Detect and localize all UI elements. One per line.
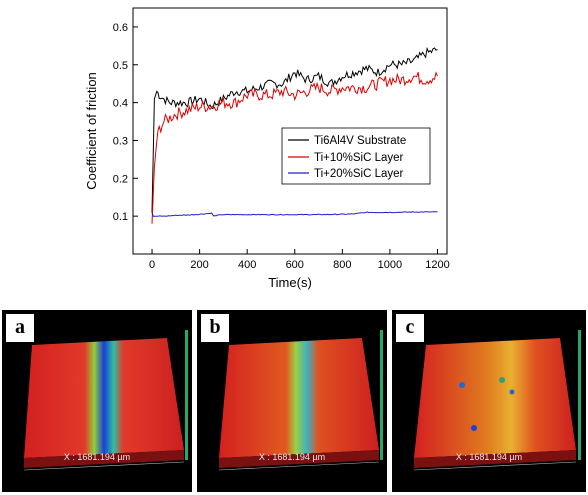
- y-tick-label: 0.4: [113, 98, 128, 110]
- y-tick-label: 0.3: [113, 135, 128, 147]
- surface-panel-c: c X : 1681.194 µm: [392, 310, 586, 492]
- panel-label-a: a: [6, 314, 34, 342]
- surface-panel-a: a X : 1681.194 µm: [2, 310, 192, 492]
- legend-label-10sic: Ti+10%SiC Layer: [314, 152, 404, 164]
- legend-label-20sic: Ti+20%SiC Layer: [314, 168, 404, 180]
- x-tick-label: 1200: [425, 259, 449, 271]
- series-line-2: [151, 211, 438, 217]
- legend-box: [281, 127, 431, 185]
- friction-chart: 0.1 0.2 0.3 0.4 0.5 0.6 0 200 400 600 800 1000 1200…: [84, 7, 450, 290]
- panel-caption-c: X : 1681.194 µm: [455, 452, 523, 462]
- y-axis-label: Coefficient of friction: [84, 72, 99, 190]
- panel-label-b: b: [201, 314, 229, 342]
- y-tick-label: 0.5: [113, 60, 128, 72]
- panel-label-c: c: [396, 314, 424, 342]
- legend: Ti6Al4V Substrate Ti+10%SiC Layer Ti+20%…: [281, 127, 431, 185]
- panel-caption-b: X : 1681.194 µm: [258, 452, 326, 462]
- x-tick-label: 1000: [378, 259, 402, 271]
- x-tick-label: 600: [286, 259, 304, 271]
- x-tick-label: 0: [149, 259, 155, 271]
- surface-image-c: [413, 330, 581, 471]
- series-line-1: [151, 71, 438, 224]
- surface-image-a: [23, 330, 188, 471]
- y-tick-label: 0.6: [113, 22, 128, 34]
- y-tick-label: 0.2: [113, 173, 128, 185]
- x-tick-label: 400: [238, 259, 256, 271]
- y-axis: 0.1 0.2 0.3 0.4 0.5 0.6: [113, 22, 138, 223]
- panel-caption-a: X : 1681.194 µm: [63, 452, 131, 462]
- x-tick-label: 200: [190, 259, 208, 271]
- x-axis: 0 200 400 600 800 1000 1200: [149, 249, 450, 271]
- y-tick-label: 0.1: [113, 211, 128, 223]
- surface-image-b: [218, 330, 383, 471]
- series-lines: [151, 46, 438, 224]
- x-axis-label: Time(s): [268, 275, 312, 290]
- plot-frame: [132, 7, 448, 255]
- surface-panel-b: b X : 1681.194 µm: [197, 310, 387, 492]
- x-tick-label: 800: [333, 259, 351, 271]
- series-line-0: [151, 46, 438, 213]
- legend-label-substrate: Ti6Al4V Substrate: [314, 135, 406, 147]
